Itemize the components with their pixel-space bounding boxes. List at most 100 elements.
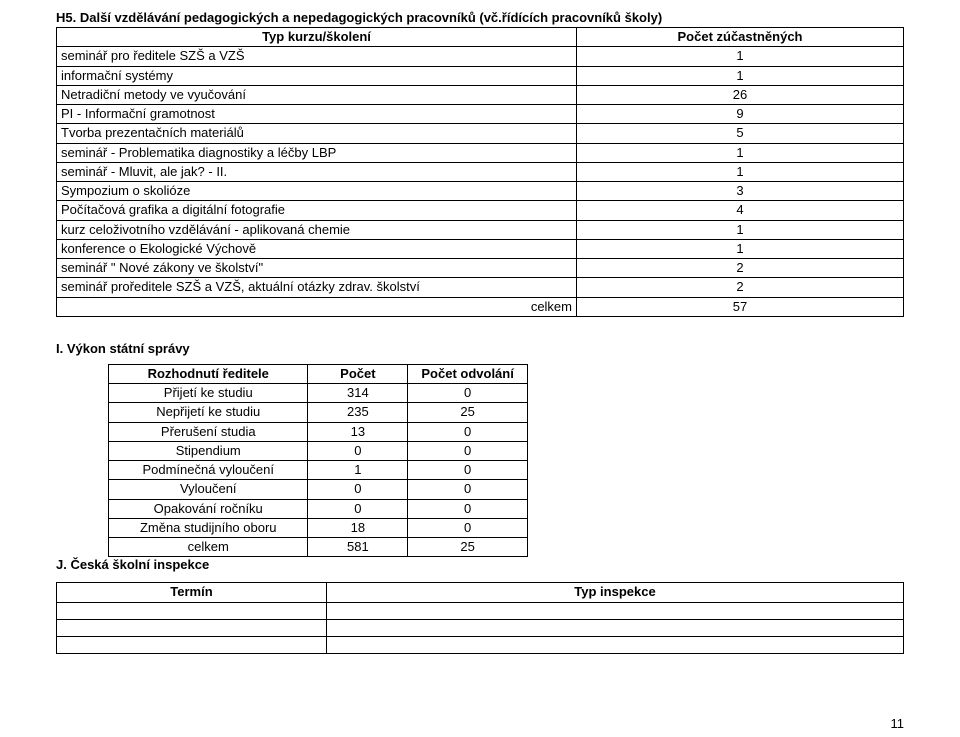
h5-row-label: seminář proředitele SZŠ a VZŠ, aktuální … bbox=[57, 278, 577, 297]
j-empty-cell bbox=[57, 636, 327, 653]
table-row: Podmínečná vyloučení10 bbox=[109, 461, 528, 480]
i-row-a: 18 bbox=[308, 518, 408, 537]
h5-row-label: Sympozium o skolióze bbox=[57, 182, 577, 201]
j-empty-cell bbox=[57, 619, 327, 636]
j-empty-cell bbox=[327, 619, 904, 636]
h5-row-label: Tvorba prezentačních materiálů bbox=[57, 124, 577, 143]
table-row: seminář pro ředitele SZŠ a VZŠ1 bbox=[57, 47, 904, 66]
h5-row-val: 1 bbox=[577, 143, 904, 162]
h5-row-val: 1 bbox=[577, 220, 904, 239]
table-row: Nepřijetí ke studiu23525 bbox=[109, 403, 528, 422]
h5-row-label: Počítačová grafika a digitální fotografi… bbox=[57, 201, 577, 220]
table-h5-col2: Počet zúčastněných bbox=[577, 28, 904, 47]
h5-row-label: konference o Ekologické Výchově bbox=[57, 239, 577, 258]
i-row-label: Podmínečná vyloučení bbox=[109, 461, 308, 480]
i-total-b: 25 bbox=[408, 538, 528, 557]
h5-row-val: 2 bbox=[577, 259, 904, 278]
table-j: Termín Typ inspekce bbox=[56, 582, 904, 653]
table-h5-col1: Typ kurzu/školení bbox=[57, 28, 577, 47]
i-row-b: 0 bbox=[408, 480, 528, 499]
h5-row-label: kurz celoživotního vzdělávání - aplikova… bbox=[57, 220, 577, 239]
i-row-a: 1 bbox=[308, 461, 408, 480]
table-row: konference o Ekologické Výchově1 bbox=[57, 239, 904, 258]
table-h5: Typ kurzu/školení Počet zúčastněných sem… bbox=[56, 27, 904, 317]
table-j-header-row: Termín Typ inspekce bbox=[57, 583, 904, 602]
h5-row-label: Netradiční metody ve vyučování bbox=[57, 85, 577, 104]
table-row: kurz celoživotního vzdělávání - aplikova… bbox=[57, 220, 904, 239]
table-i-header-row: Rozhodnutí ředitele Počet Počet odvolání bbox=[109, 364, 528, 383]
table-row: Změna studijního oboru180 bbox=[109, 518, 528, 537]
table-row bbox=[57, 602, 904, 619]
i-row-b: 0 bbox=[408, 499, 528, 518]
table-row: Stipendium00 bbox=[109, 441, 528, 460]
i-row-b: 25 bbox=[408, 403, 528, 422]
h5-row-val: 1 bbox=[577, 66, 904, 85]
h5-row-label: seminář " Nové zákony ve školství" bbox=[57, 259, 577, 278]
table-row: Vyloučení00 bbox=[109, 480, 528, 499]
table-row bbox=[57, 619, 904, 636]
h5-total-label: celkem bbox=[57, 297, 577, 316]
i-row-label: Opakování ročníku bbox=[109, 499, 308, 518]
table-row: Přijetí ke studiu3140 bbox=[109, 384, 528, 403]
table-j-col1: Termín bbox=[57, 583, 327, 602]
h5-total-val: 57 bbox=[577, 297, 904, 316]
i-row-label: Nepřijetí ke studiu bbox=[109, 403, 308, 422]
table-row: seminář proředitele SZŠ a VZŠ, aktuální … bbox=[57, 278, 904, 297]
page-number: 11 bbox=[891, 716, 905, 731]
i-row-a: 0 bbox=[308, 441, 408, 460]
h5-row-label: seminář - Mluvit, ale jak? - II. bbox=[57, 162, 577, 181]
table-row: seminář - Mluvit, ale jak? - II.1 bbox=[57, 162, 904, 181]
h5-row-val: 5 bbox=[577, 124, 904, 143]
h5-row-val: 2 bbox=[577, 278, 904, 297]
h5-row-val: 1 bbox=[577, 47, 904, 66]
h5-row-label: seminář pro ředitele SZŠ a VZŠ bbox=[57, 47, 577, 66]
i-row-label: Přerušení studia bbox=[109, 422, 308, 441]
h5-row-val: 9 bbox=[577, 105, 904, 124]
table-row: Tvorba prezentačních materiálů5 bbox=[57, 124, 904, 143]
table-row: seminář " Nové zákony ve školství"2 bbox=[57, 259, 904, 278]
h5-row-val: 1 bbox=[577, 239, 904, 258]
table-j-col2: Typ inspekce bbox=[327, 583, 904, 602]
i-row-a: 0 bbox=[308, 480, 408, 499]
i-row-label: Změna studijního oboru bbox=[109, 518, 308, 537]
h5-row-val: 1 bbox=[577, 162, 904, 181]
j-empty-cell bbox=[57, 602, 327, 619]
table-row: Opakování ročníku00 bbox=[109, 499, 528, 518]
h5-row-label: seminář - Problematika diagnostiky a léč… bbox=[57, 143, 577, 162]
j-empty-cell bbox=[327, 636, 904, 653]
i-total-a: 581 bbox=[308, 538, 408, 557]
h5-row-val: 26 bbox=[577, 85, 904, 104]
i-row-a: 0 bbox=[308, 499, 408, 518]
table-row: informační systémy1 bbox=[57, 66, 904, 85]
table-h5-total-row: celkem 57 bbox=[57, 297, 904, 316]
table-h5-header-row: Typ kurzu/školení Počet zúčastněných bbox=[57, 28, 904, 47]
table-row: seminář - Problematika diagnostiky a léč… bbox=[57, 143, 904, 162]
table-i-col2: Počet bbox=[308, 364, 408, 383]
i-row-label: Přijetí ke studiu bbox=[109, 384, 308, 403]
i-row-label: Vyloučení bbox=[109, 480, 308, 499]
i-row-b: 0 bbox=[408, 518, 528, 537]
h5-row-val: 4 bbox=[577, 201, 904, 220]
i-row-a: 235 bbox=[308, 403, 408, 422]
i-row-label: Stipendium bbox=[109, 441, 308, 460]
i-row-a: 13 bbox=[308, 422, 408, 441]
section-h5-heading: H5. Další vzdělávání pedagogických a nep… bbox=[56, 10, 904, 25]
j-empty-cell bbox=[327, 602, 904, 619]
i-row-b: 0 bbox=[408, 384, 528, 403]
table-i: Rozhodnutí ředitele Počet Počet odvolání… bbox=[108, 364, 528, 558]
table-row: Přerušení studia130 bbox=[109, 422, 528, 441]
table-row: PI - Informační gramotnost9 bbox=[57, 105, 904, 124]
table-row: Počítačová grafika a digitální fotografi… bbox=[57, 201, 904, 220]
i-row-a: 314 bbox=[308, 384, 408, 403]
table-i-total-row: celkem 581 25 bbox=[109, 538, 528, 557]
table-row bbox=[57, 636, 904, 653]
h5-row-val: 3 bbox=[577, 182, 904, 201]
h5-row-label: informační systémy bbox=[57, 66, 577, 85]
section-j-heading: J. Česká školní inspekce bbox=[56, 557, 904, 572]
table-i-col3: Počet odvolání bbox=[408, 364, 528, 383]
table-row: Sympozium o skolióze3 bbox=[57, 182, 904, 201]
i-row-b: 0 bbox=[408, 422, 528, 441]
h5-row-label: PI - Informační gramotnost bbox=[57, 105, 577, 124]
i-row-b: 0 bbox=[408, 441, 528, 460]
i-row-b: 0 bbox=[408, 461, 528, 480]
